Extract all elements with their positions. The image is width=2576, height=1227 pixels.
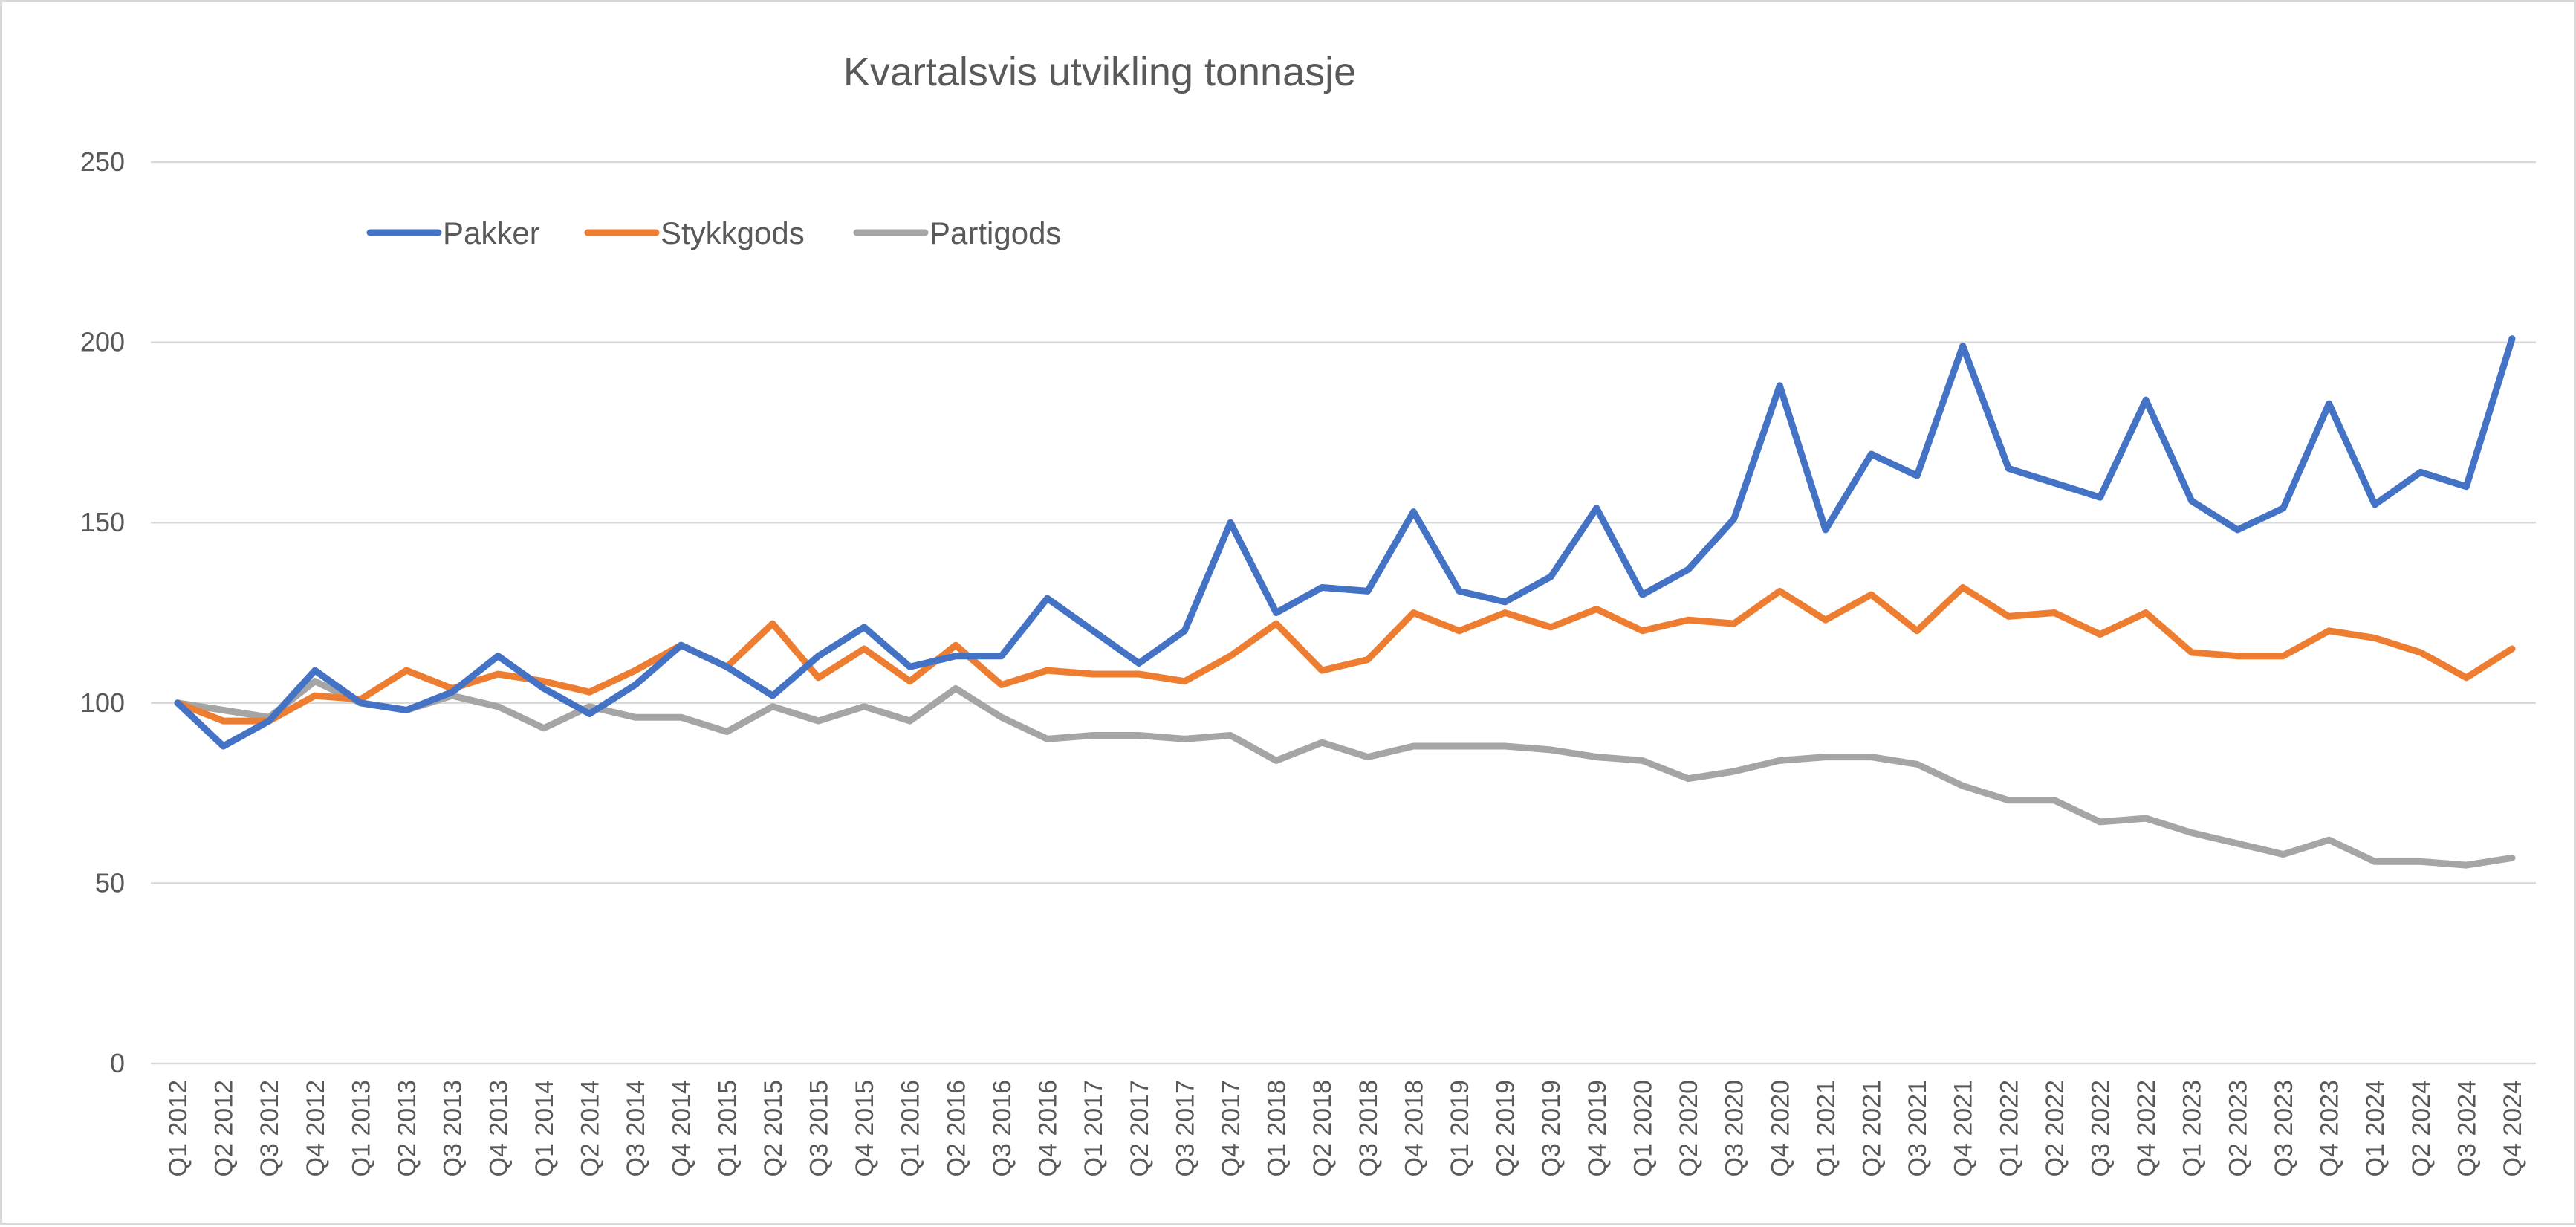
x-tick-label: Q2 2020 bbox=[1675, 1080, 1703, 1176]
gridlines bbox=[151, 161, 2536, 1065]
chart-title: Kvartalsvis utvikling tonnasje bbox=[843, 50, 1356, 94]
y-tick-label: 100 bbox=[80, 687, 125, 718]
x-tick-label: Q4 2024 bbox=[2499, 1080, 2527, 1176]
x-tick-label: Q3 2016 bbox=[988, 1080, 1016, 1176]
x-tick-label: Q3 2021 bbox=[1904, 1080, 1932, 1176]
x-tick-label: Q2 2023 bbox=[2224, 1080, 2252, 1176]
series-line-pakker bbox=[174, 335, 2516, 750]
x-tick-label: Q2 2012 bbox=[210, 1080, 239, 1176]
x-tick-label: Q4 2017 bbox=[1217, 1080, 1245, 1176]
x-tick-label: Q3 2017 bbox=[1171, 1080, 1199, 1176]
y-tick-label: 0 bbox=[110, 1048, 125, 1078]
x-tick-label: Q1 2021 bbox=[1812, 1080, 1840, 1176]
y-tick-label: 150 bbox=[80, 507, 125, 537]
x-tick-label: Q2 2019 bbox=[1492, 1080, 1520, 1176]
x-tick-label: Q1 2022 bbox=[1995, 1080, 2023, 1176]
x-axis-ticks: Q1 2012 Q2 2012 Q3 2012 Q4 2012 Q1 2013 Q2 20… bbox=[164, 1080, 2527, 1176]
x-tick-label: Q1 2024 bbox=[2361, 1080, 2390, 1176]
x-tick-label: Q4 2018 bbox=[1400, 1080, 1428, 1176]
x-tick-label: Q2 2024 bbox=[2407, 1080, 2436, 1176]
x-tick-label: Q3 2022 bbox=[2087, 1080, 2115, 1176]
series-line-partigods bbox=[174, 678, 2516, 869]
x-tick-label: Q4 2013 bbox=[484, 1080, 513, 1176]
x-tick-label: Q2 2015 bbox=[759, 1080, 788, 1176]
legend-label: Stykkgods bbox=[661, 216, 805, 250]
legend: Pakker Stykkgods Partigods bbox=[366, 216, 1061, 250]
x-tick-label: Q1 2020 bbox=[1629, 1080, 1657, 1176]
x-tick-label: Q4 2014 bbox=[668, 1080, 696, 1176]
x-tick-label: Q4 2016 bbox=[1034, 1080, 1062, 1176]
x-tick-label: Q2 2016 bbox=[942, 1080, 970, 1176]
x-tick-label: Q2 2022 bbox=[2041, 1080, 2069, 1176]
y-tick-label: 200 bbox=[80, 327, 125, 357]
legend-label: Partigods bbox=[929, 216, 1061, 250]
x-tick-label: Q2 2013 bbox=[393, 1080, 421, 1176]
x-tick-label: Q1 2019 bbox=[1446, 1080, 1474, 1176]
x-tick-label: Q3 2015 bbox=[805, 1080, 834, 1176]
x-tick-label: Q4 2020 bbox=[1766, 1080, 1794, 1176]
x-tick-label: Q4 2022 bbox=[2132, 1080, 2161, 1176]
x-tick-label: Q3 2024 bbox=[2453, 1080, 2481, 1176]
x-tick-label: Q3 2012 bbox=[256, 1080, 284, 1176]
x-tick-label: Q1 2017 bbox=[1080, 1080, 1108, 1176]
y-tick-label: 50 bbox=[95, 867, 125, 898]
x-tick-label: Q4 2023 bbox=[2316, 1080, 2344, 1176]
series-line-stykkgods bbox=[174, 584, 2516, 725]
x-tick-label: Q1 2012 bbox=[164, 1080, 192, 1176]
x-tick-label: Q2 2021 bbox=[1858, 1080, 1886, 1176]
x-tick-label: Q4 2019 bbox=[1583, 1080, 1612, 1176]
x-tick-label: Q1 2016 bbox=[897, 1080, 925, 1176]
x-tick-label: Q4 2021 bbox=[1950, 1080, 1978, 1176]
x-tick-label: Q2 2017 bbox=[1126, 1080, 1154, 1176]
x-tick-label: Q3 2020 bbox=[1721, 1080, 1749, 1176]
series-lines bbox=[174, 335, 2516, 869]
x-tick-label: Q3 2013 bbox=[439, 1080, 467, 1176]
legend-label: Pakker bbox=[443, 216, 540, 250]
x-tick-label: Q1 2013 bbox=[347, 1080, 375, 1176]
x-tick-label: Q3 2019 bbox=[1537, 1080, 1566, 1176]
y-axis-ticks: 0 50 100 150 200 250 bbox=[80, 146, 125, 1078]
x-tick-label: Q3 2014 bbox=[622, 1080, 650, 1176]
x-tick-label: Q3 2023 bbox=[2270, 1080, 2298, 1176]
x-tick-label: Q1 2014 bbox=[531, 1080, 559, 1176]
x-tick-label: Q1 2018 bbox=[1263, 1080, 1291, 1176]
x-tick-label: Q2 2018 bbox=[1308, 1080, 1337, 1176]
x-tick-label: Q4 2015 bbox=[851, 1080, 879, 1176]
x-tick-label: Q1 2015 bbox=[713, 1080, 742, 1176]
x-tick-label: Q1 2023 bbox=[2178, 1080, 2207, 1176]
y-tick-label: 250 bbox=[80, 146, 125, 177]
x-tick-label: Q3 2018 bbox=[1354, 1080, 1383, 1176]
x-tick-label: Q2 2014 bbox=[576, 1080, 604, 1176]
x-tick-label: Q4 2012 bbox=[302, 1080, 330, 1176]
